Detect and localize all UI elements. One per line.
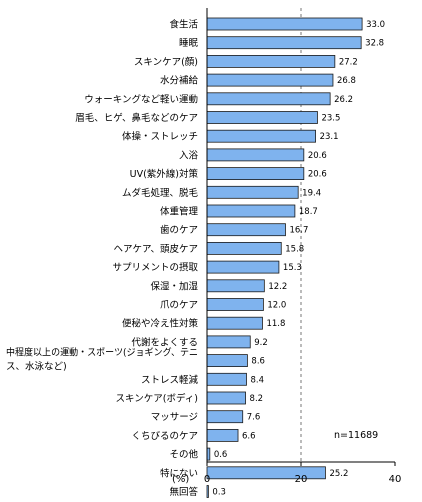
value-label: 23.1 (320, 132, 339, 142)
bar (206, 148, 305, 162)
bar (206, 428, 239, 442)
value-label: 12.0 (267, 301, 286, 311)
value-label: 26.2 (334, 95, 353, 105)
category-label: その他 (169, 449, 198, 461)
category-label: 眉毛、ヒゲ、鼻毛などのケア (75, 112, 198, 124)
x-tick-label: 40 (389, 474, 402, 485)
value-label: 26.8 (337, 76, 356, 86)
bar (206, 298, 264, 311)
category-label: 特にない (160, 467, 198, 479)
bar (206, 55, 336, 68)
bar (206, 316, 263, 330)
bar (206, 167, 305, 181)
bar (206, 223, 286, 237)
x-tick-label: 20 (295, 474, 308, 485)
bar (206, 129, 316, 143)
category-label: 食生活 (169, 19, 198, 31)
category-label: 体重管理 (160, 206, 199, 218)
value-label: 8.2 (250, 394, 264, 404)
sample-size-annotation: n=11689 (334, 430, 378, 441)
category-label: ムダ毛処理、脱毛 (122, 187, 199, 199)
value-label: 27.2 (339, 57, 358, 67)
category-label: 無回答 (169, 486, 198, 498)
bar (206, 410, 244, 424)
category-label: スキンケア(顔) (134, 56, 198, 68)
bar (206, 111, 318, 124)
bar (206, 372, 247, 386)
category-label: マッサージ (151, 412, 198, 423)
bar (206, 17, 363, 31)
value-label: 15.8 (285, 244, 304, 254)
bar-layer (206, 17, 363, 498)
value-label: 18.7 (299, 207, 318, 217)
bar (206, 185, 299, 199)
axis-layer: 0 20 40 (204, 8, 402, 485)
x-tick-label: 0 (204, 474, 210, 485)
category-label: 歯のケア (160, 224, 198, 236)
value-label: 6.6 (242, 431, 256, 441)
value-label: 0.3 (212, 488, 226, 498)
value-label: 9.2 (254, 338, 268, 348)
value-label: 7.6 (247, 413, 261, 423)
bar (206, 466, 326, 480)
value-label: 8.6 (251, 357, 265, 367)
category-label: 中程度以上の運動・スポーツ(ジョギング、テニ (6, 347, 198, 359)
value-label: 0.6 (214, 450, 228, 460)
bar (206, 391, 246, 405)
value-label: 20.6 (308, 151, 327, 161)
category-label: 代謝をよくする (131, 336, 198, 348)
value-label-layer: 33.0 32.8 27.2 26.8 26.2 23.5 23.1 20.6 20.6 19.4… (212, 20, 385, 498)
category-label: スキンケア(ボディ) (116, 393, 198, 405)
bar (206, 335, 251, 349)
category-label: ストレス軽減 (141, 374, 199, 386)
x-axis-unit-label: (%) (172, 474, 189, 485)
value-label: 19.4 (302, 188, 321, 198)
value-label: 20.6 (308, 170, 327, 180)
category-label: 保湿・加湿 (150, 280, 198, 292)
category-label: 爪のケア (160, 300, 198, 311)
value-label: 12.2 (268, 282, 287, 292)
category-label: 睡眠 (179, 37, 199, 49)
bar (206, 354, 248, 368)
value-label: 16.7 (289, 226, 308, 236)
bar (206, 73, 334, 87)
value-label: 32.8 (365, 39, 384, 49)
category-label: くちびるのケア (131, 431, 198, 442)
bar (206, 279, 265, 293)
value-label: 8.4 (250, 375, 264, 385)
bar (206, 485, 209, 498)
category-label: 水分補給 (160, 75, 199, 87)
value-label: 23.5 (321, 114, 340, 124)
value-label: 15.3 (283, 263, 302, 273)
bar (206, 92, 331, 106)
value-label: 11.8 (266, 319, 285, 329)
category-label: 入浴 (179, 150, 199, 161)
category-label: 便秘や冷え性対策 (122, 318, 199, 330)
category-label: ヘアケア、頭皮ケア (113, 243, 198, 255)
category-label: 体操・ストレッチ (122, 131, 198, 143)
bar (206, 241, 282, 255)
bar (206, 260, 280, 274)
bar (206, 36, 362, 50)
value-label: 25.2 (329, 469, 348, 479)
category-label: サプリメントの摂取 (112, 262, 198, 274)
value-label: 33.0 (366, 20, 385, 30)
category-label: ウォーキングなど軽い運動 (84, 93, 198, 105)
category-label: UV(紫外線)対策 (130, 168, 199, 180)
bar (206, 204, 296, 218)
category-label-continued: ス、水泳など) (6, 361, 67, 373)
